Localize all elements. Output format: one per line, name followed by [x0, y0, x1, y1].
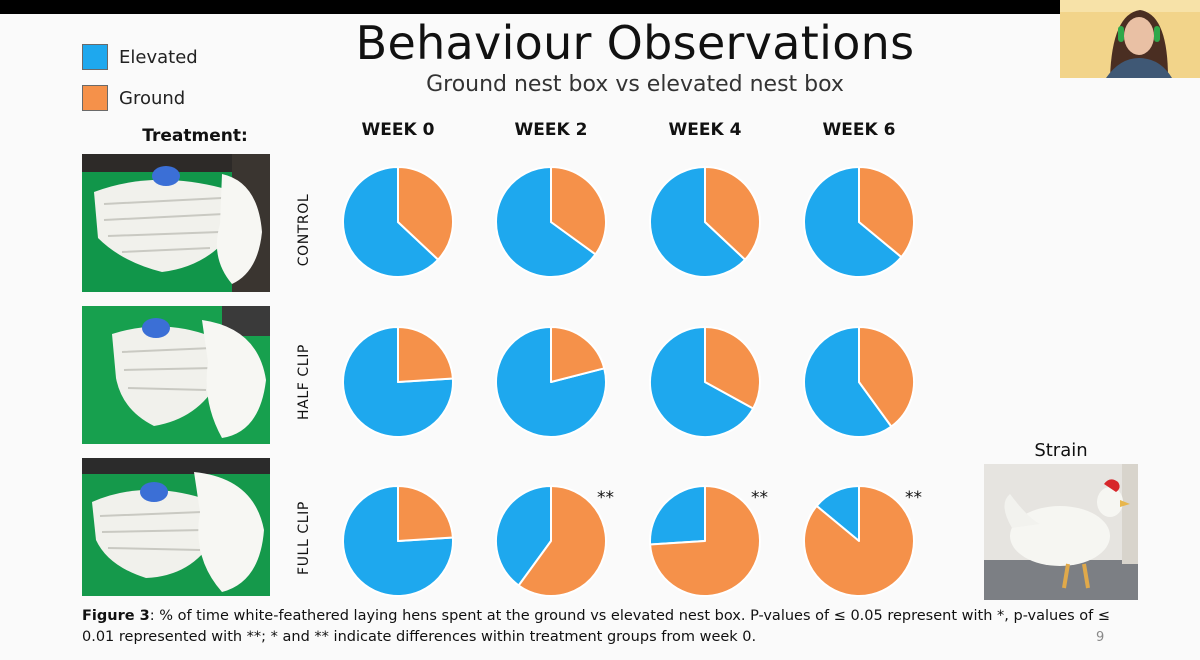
legend-label-elevated: Elevated [119, 46, 198, 68]
week-label-2: WEEK 2 [514, 120, 588, 140]
pie-slice-ground-full-clip-week-6 [803, 485, 915, 597]
week-label-0: WEEK 0 [361, 120, 435, 140]
webcam-overlay [1060, 0, 1200, 78]
significance-mark-full-clip-week-2: ** [597, 488, 614, 508]
significance-mark-full-clip-week-4: ** [751, 488, 768, 508]
significance-mark-full-clip-week-6: ** [905, 488, 922, 508]
photo-half-clip-wing [82, 306, 270, 444]
pie-slice-elevated-full-clip-week-2 [495, 485, 552, 587]
pie-slice-ground-full-clip-week-2 [517, 485, 607, 597]
caption-text: : % of time white-feathered laying hens … [82, 608, 1111, 645]
pie-slice-ground-full-clip-week-0 [397, 485, 454, 542]
treatment-heading: Treatment: [142, 126, 248, 146]
pie-slice-ground-full-clip-week-4 [649, 485, 761, 597]
strain-label: Strain [1034, 440, 1088, 461]
legend-item-ground: Ground [82, 85, 185, 111]
legend-item-elevated: Elevated [82, 44, 198, 70]
pie-chart-grid: ** ** ** [342, 166, 922, 597]
legend-swatch-ground [82, 85, 108, 111]
pie-slice-ground-control-week-0 [397, 166, 454, 261]
pie-slice-ground-half-clip-week-4 [704, 326, 761, 410]
pie-slice-elevated-control-week-2 [495, 166, 597, 278]
pie-slice-elevated-half-clip-week-4 [649, 326, 755, 438]
pie-slice-ground-half-clip-week-0 [397, 326, 454, 383]
slide-title: Behaviour Observations [355, 16, 915, 70]
slide: Elevated Ground Behaviour Observations G… [0, 14, 1200, 660]
pie-slice-elevated-control-week-0 [342, 166, 440, 278]
week-label-6: WEEK 6 [822, 120, 896, 140]
week-label-4: WEEK 4 [668, 120, 742, 140]
pie-slice-ground-control-week-6 [858, 166, 915, 259]
page-number: 9 [1096, 630, 1105, 645]
slide-subtitle: Ground nest box vs elevated nest box [426, 72, 844, 97]
pie-slice-ground-control-week-2 [550, 166, 607, 256]
strain-hen-photo [984, 464, 1138, 600]
legend-swatch-elevated [82, 44, 108, 70]
photo-full-clip-wing [82, 458, 270, 596]
legend-label-ground: Ground [119, 87, 186, 109]
caption-figure-label: Figure 3 [82, 608, 150, 624]
pie-slice-elevated-control-week-6 [803, 166, 903, 278]
pie-slice-elevated-full-clip-week-4 [649, 485, 706, 546]
figure-caption: Figure 3: % of time white-feathered layi… [82, 606, 1142, 648]
photo-control-wing [82, 154, 270, 292]
pie-slice-elevated-half-clip-week-6 [803, 326, 893, 438]
pie-slice-ground-half-clip-week-2 [550, 326, 606, 383]
pie-slice-ground-control-week-4 [704, 166, 761, 261]
pie-slice-ground-half-clip-week-6 [858, 326, 915, 428]
pie-slice-elevated-control-week-4 [649, 166, 747, 278]
